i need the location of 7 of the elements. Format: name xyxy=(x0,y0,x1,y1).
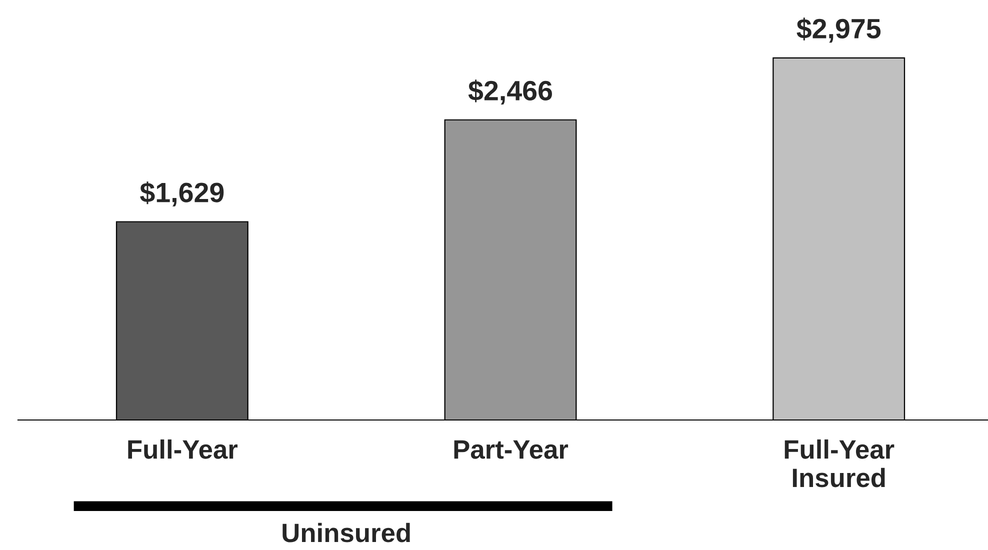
data-label: $2,466 xyxy=(468,80,552,105)
text: Uninsured xyxy=(282,522,410,542)
data-label: $1,629 xyxy=(140,181,224,206)
x-tick-label: Full-Year xyxy=(128,439,238,459)
data-label: $2,975 xyxy=(796,18,881,43)
x-tick-label: Full-Year Insured xyxy=(784,439,894,488)
x-tick-label: Part-Year xyxy=(454,440,568,459)
